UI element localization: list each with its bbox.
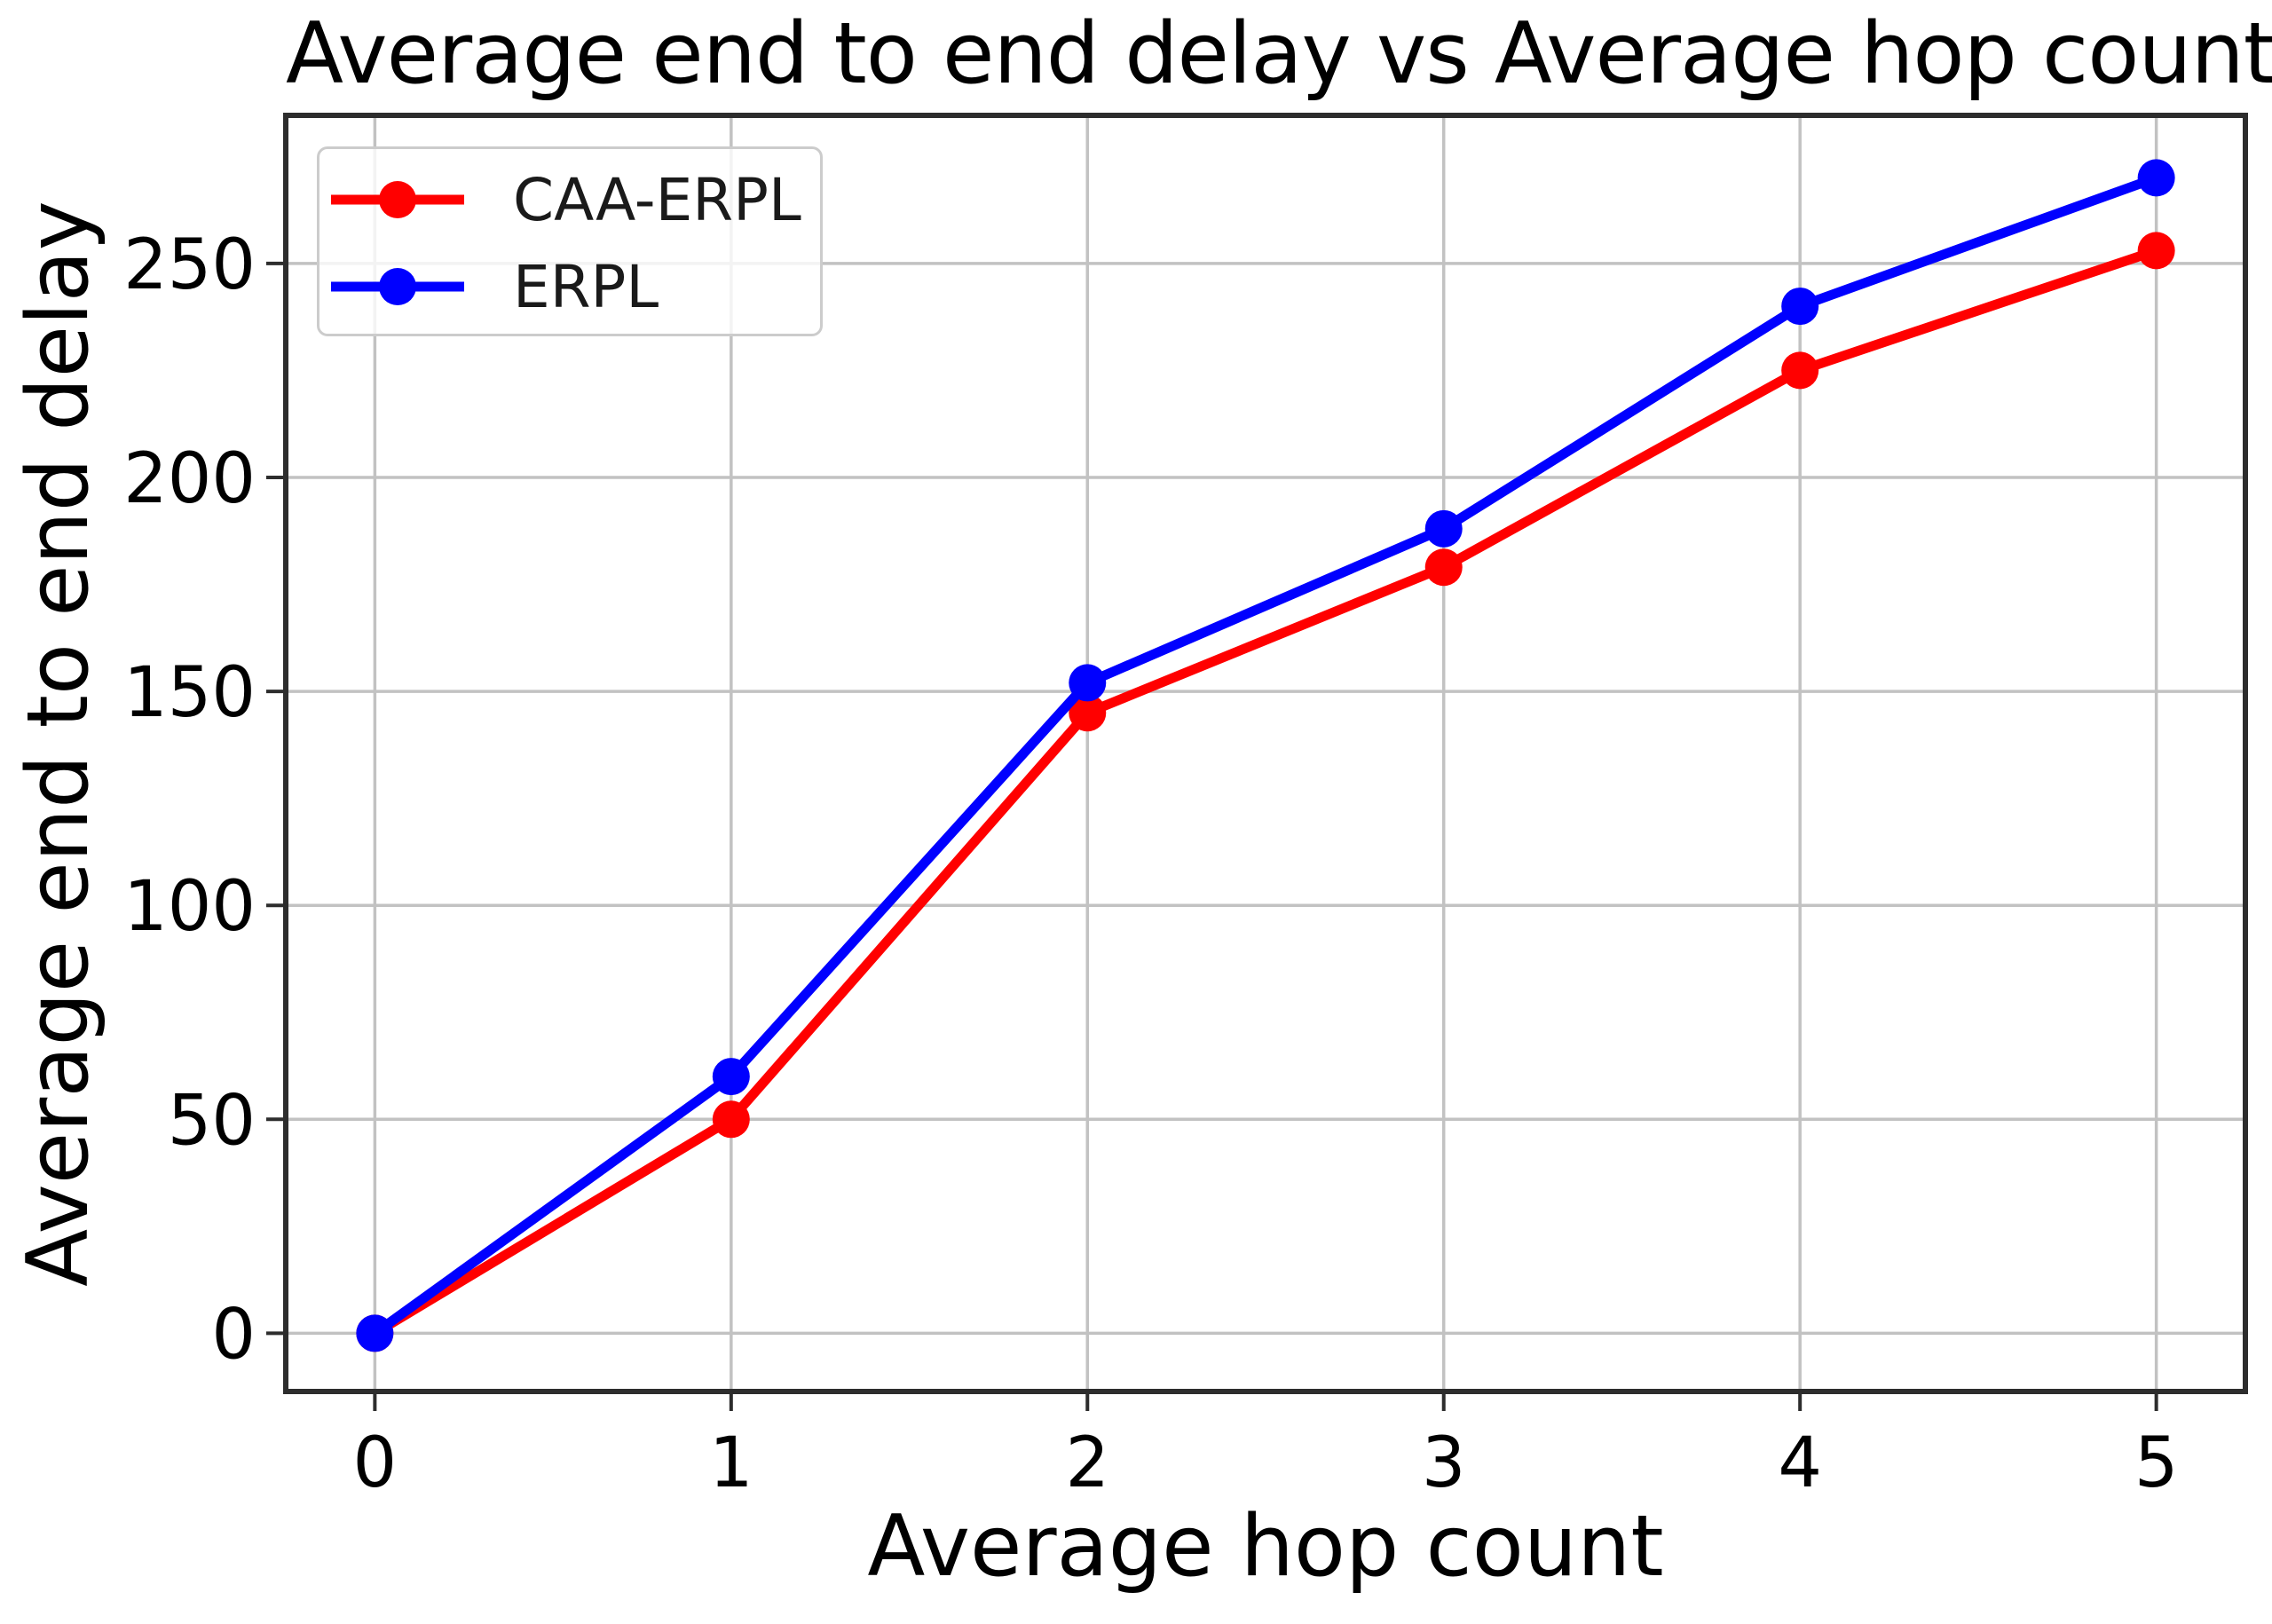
- data-point-erpl: [2137, 159, 2175, 197]
- x-tick-label: 2: [1065, 1423, 1109, 1503]
- data-point-erpl: [1781, 288, 1819, 326]
- data-point-erpl: [356, 1314, 394, 1352]
- data-point-caa-erpl: [712, 1100, 750, 1139]
- y-axis-label: Average end to end delay: [10, 201, 107, 1287]
- data-series: [356, 159, 2175, 1352]
- data-point-erpl: [712, 1058, 750, 1096]
- data-point-caa-erpl: [2137, 232, 2175, 270]
- x-tick-label: 1: [709, 1423, 753, 1503]
- data-point-caa-erpl: [1069, 694, 1107, 732]
- data-point-caa-erpl: [1424, 548, 1463, 587]
- legend-item-caa-erpl: CAA-ERPL: [320, 156, 820, 243]
- legend-marker-icon: [379, 268, 416, 305]
- x-tick-label: 5: [2134, 1423, 2179, 1503]
- legend-sample-caa-erpl: [331, 178, 464, 221]
- x-tick-label: 4: [1778, 1423, 1822, 1503]
- y-tick-label: 200: [123, 439, 256, 519]
- legend-marker-icon: [379, 181, 416, 218]
- legend-label: CAA-ERPL: [513, 165, 801, 234]
- axis-ticks: [266, 261, 2158, 1411]
- legend-item-erpl: ERPL: [320, 243, 820, 330]
- data-point-caa-erpl: [1781, 351, 1819, 390]
- data-point-erpl: [1069, 664, 1107, 702]
- y-tick-label: 0: [211, 1295, 256, 1375]
- series-line-caa-erpl: [369, 245, 2162, 1338]
- series-line-erpl: [369, 172, 2162, 1338]
- legend-sample-erpl: [331, 265, 464, 308]
- x-tick-label: 3: [1422, 1423, 1466, 1503]
- x-tick-label: 0: [353, 1423, 398, 1503]
- y-tick-label: 100: [123, 867, 256, 947]
- data-point-erpl: [1424, 509, 1463, 548]
- legend-label: ERPL: [513, 252, 659, 321]
- legend: CAA-ERPL ERPL: [317, 146, 823, 336]
- chart-title: Average end to end delay vs Average hop …: [286, 5, 2272, 103]
- axes-spines: [283, 113, 2248, 1394]
- y-tick-label: 250: [123, 225, 256, 305]
- x-axis-label: Average hop count: [867, 1498, 1664, 1596]
- y-tick-label: 50: [168, 1081, 256, 1161]
- y-tick-label: 150: [123, 653, 256, 733]
